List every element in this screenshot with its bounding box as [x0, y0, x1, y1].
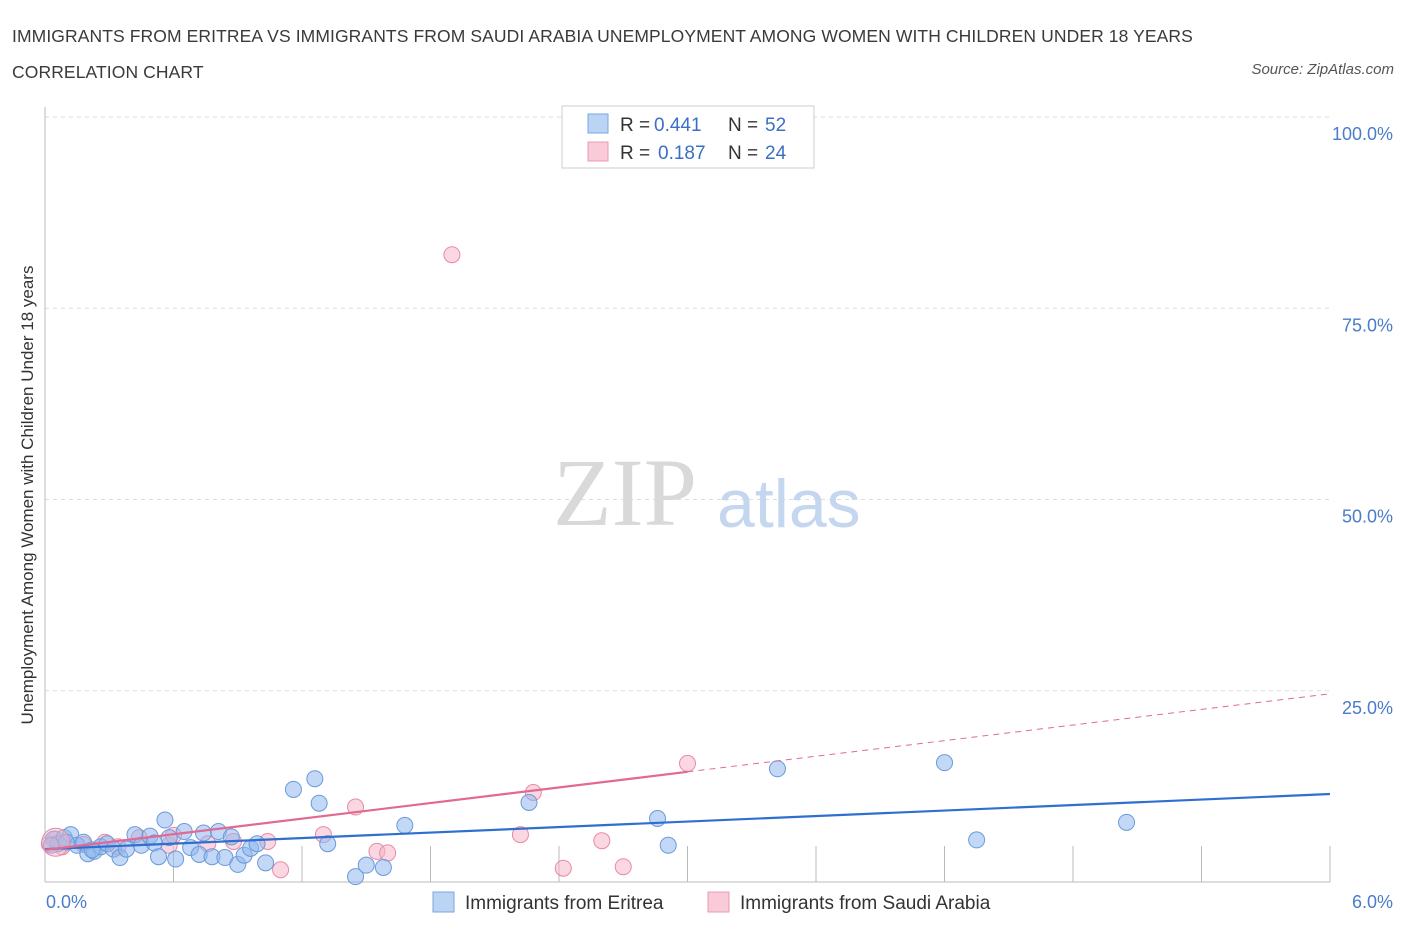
point-eritrea	[357, 856, 375, 874]
y-tick-labels: 100.0% 75.0% 50.0% 25.0%	[1332, 124, 1393, 718]
point-saudi	[272, 861, 290, 879]
trend-line-saudi-extension	[687, 693, 1331, 773]
point-eritrea	[347, 868, 365, 886]
point-eritrea	[968, 831, 986, 849]
point-eritrea	[1118, 813, 1136, 831]
point-eritrea	[520, 793, 538, 811]
y-tick-label: 50.0%	[1342, 507, 1393, 527]
point-eritrea	[222, 828, 240, 846]
point-eritrea	[768, 760, 786, 778]
point-eritrea	[936, 754, 953, 772]
y-axis-label: Unemployment Among Women with Children U…	[18, 266, 37, 725]
point-saudi	[443, 246, 461, 264]
point-eritrea	[117, 840, 135, 858]
point-eritrea	[156, 811, 174, 829]
watermark-atlas: atlas	[717, 466, 861, 542]
x-tick-label-min: 0.0%	[46, 892, 87, 912]
point-eritrea	[167, 850, 185, 868]
legend-r-label-saudi: R =	[620, 143, 650, 164]
point-eritrea	[310, 794, 328, 812]
point-eritrea	[257, 854, 275, 872]
y-tick-label: 75.0%	[1342, 315, 1393, 335]
point-eritrea	[659, 836, 677, 854]
bottom-legend: Immigrants from Eritrea Immigrants from …	[432, 891, 991, 914]
point-saudi	[379, 844, 397, 862]
axes	[44, 107, 1331, 883]
legend-n-label-eritrea: N =	[728, 115, 758, 136]
watermark: ZIP atlas	[553, 439, 861, 546]
y-tick-label: 25.0%	[1342, 698, 1393, 718]
watermark-zip: ZIP	[553, 439, 697, 546]
grid-lines	[45, 116, 1330, 692]
chart-title: IMMIGRANTS FROM ERITREA VS IMMIGRANTS FR…	[12, 26, 1193, 82]
point-saudi	[679, 754, 696, 772]
data-points	[40, 246, 1136, 886]
bottom-legend-swatch-eritrea	[432, 891, 455, 913]
legend-n-value-eritrea: 52	[765, 115, 786, 136]
point-eritrea	[194, 824, 212, 842]
bottom-legend-label-eritrea: Immigrants from Eritrea	[465, 893, 664, 914]
point-eritrea	[248, 835, 266, 853]
point-saudi	[593, 832, 611, 850]
point-saudi	[511, 826, 529, 844]
bottom-legend-swatch-saudi	[707, 891, 730, 913]
point-eritrea	[319, 835, 337, 853]
legend-r-value-saudi: 0.187	[658, 143, 706, 164]
x-tick-label-max: 6.0%	[1352, 892, 1393, 912]
legend: R = 0.441 N = 52 R = 0.187 N = 24	[561, 105, 815, 169]
legend-n-label-saudi: N =	[728, 143, 758, 164]
legend-swatch-saudi	[587, 141, 609, 162]
trend-line-saudi	[44, 770, 688, 851]
bottom-legend-label-saudi: Immigrants from Saudi Arabia	[740, 893, 991, 914]
y-tick-label: 100.0%	[1332, 124, 1393, 144]
point-eritrea	[284, 780, 302, 798]
x-tick-labels: 0.0% 6.0%	[46, 892, 1393, 912]
legend-r-label-eritrea: R =	[620, 115, 650, 136]
legend-r-value-eritrea: 0.441	[654, 115, 702, 136]
trend-line-eritrea	[44, 792, 1331, 851]
legend-swatch-eritrea	[587, 113, 609, 134]
point-eritrea	[150, 848, 168, 866]
point-saudi	[614, 858, 632, 876]
point-eritrea	[306, 770, 324, 788]
trend-lines	[44, 693, 1331, 851]
point-saudi	[41, 827, 71, 857]
point-eritrea	[396, 816, 414, 834]
point-eritrea	[374, 858, 392, 876]
legend-n-value-saudi: 24	[765, 143, 787, 164]
point-saudi	[554, 859, 572, 877]
chart-source: Source: ZipAtlas.com	[1251, 61, 1394, 78]
